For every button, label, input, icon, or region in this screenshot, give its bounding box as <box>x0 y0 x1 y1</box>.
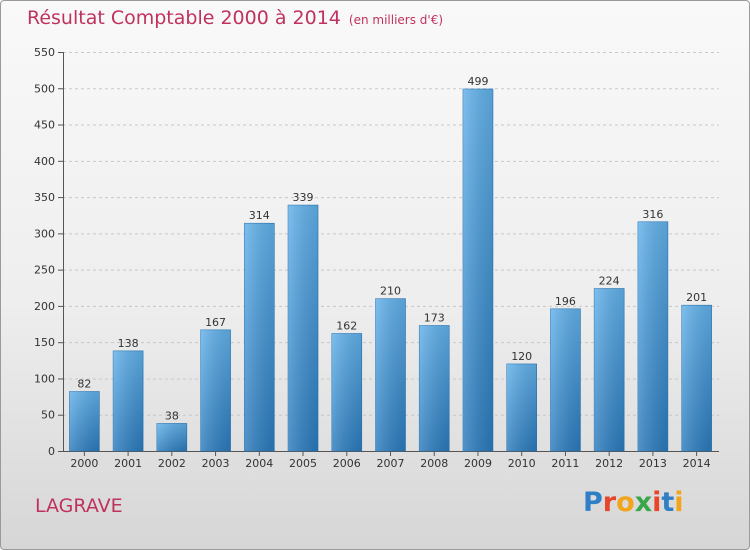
y-tick-label: 450 <box>34 119 55 132</box>
bar-shade-2014 <box>681 305 712 451</box>
data-label-2010: 120 <box>511 350 532 363</box>
data-label-2007: 210 <box>380 285 401 298</box>
x-tick-label-2003: 2003 <box>202 457 230 470</box>
data-label-2008: 173 <box>424 311 445 324</box>
axes: 0 50 100 150 200 250 300 350 400 450 500 550 2000 200… <box>34 46 719 470</box>
x-tick-label-2006: 2006 <box>333 457 361 470</box>
data-label-2013: 316 <box>642 208 663 221</box>
bar-shade-2005 <box>288 205 319 451</box>
x-tick-label-2000: 2000 <box>70 457 98 470</box>
x-tick-label-2011: 2011 <box>551 457 579 470</box>
logo-letter: i <box>674 487 684 518</box>
data-label-2011: 196 <box>555 295 576 308</box>
x-tick-label-2012: 2012 <box>595 457 623 470</box>
bar-shade-2008 <box>419 325 450 451</box>
logo-letter: P <box>583 487 603 518</box>
y-tick-label: 400 <box>34 155 55 168</box>
data-label-2009: 499 <box>467 75 488 88</box>
bar-shade-2011 <box>550 308 581 451</box>
bar-shade-2004 <box>244 223 275 451</box>
bars <box>69 88 712 452</box>
chart-subtitle: (en milliers d'€) <box>348 13 444 27</box>
y-tick-label: 0 <box>48 445 55 458</box>
data-label-2014: 201 <box>686 291 707 304</box>
x-tick-label-2004: 2004 <box>245 457 273 470</box>
x-tick-label-2007: 2007 <box>377 457 405 470</box>
bar-shade-2009 <box>462 88 493 452</box>
bar-shade-2003 <box>200 329 231 451</box>
chart-title-text: Résultat Comptable 2000 à 2014 <box>27 7 341 29</box>
y-tick-label: 350 <box>34 191 55 204</box>
y-tick-label: 50 <box>41 409 55 422</box>
bar-shade-2007 <box>375 298 406 451</box>
proxiti-logo: Proxiti <box>583 487 684 518</box>
x-tick-label-2010: 2010 <box>508 457 536 470</box>
x-tick-label-2005: 2005 <box>289 457 317 470</box>
bar-shade-2006 <box>331 333 362 451</box>
y-tick-label: 250 <box>34 264 55 277</box>
x-tick-label-2001: 2001 <box>114 457 142 470</box>
bar-shade-2010 <box>506 363 537 451</box>
data-label-2006: 162 <box>336 319 357 332</box>
x-tick-label-2013: 2013 <box>639 457 667 470</box>
bar-shade-2002 <box>156 423 187 451</box>
data-labels: 82 138 38 167 314 339 162 210 173 499 120 196 224 316… <box>77 75 707 422</box>
y-tick-label: 200 <box>34 300 55 313</box>
logo-letter: o <box>616 487 635 518</box>
chart-title: Résultat Comptable 2000 à 2014 (en millie… <box>27 7 443 29</box>
logo-letter: i <box>652 487 662 518</box>
data-label-2003: 167 <box>205 316 226 329</box>
data-label-2000: 82 <box>77 378 91 391</box>
y-tick-label: 300 <box>34 227 55 240</box>
x-tick-label-2008: 2008 <box>420 457 448 470</box>
bar-shade-2012 <box>594 288 625 451</box>
bar-shade-2013 <box>637 221 668 451</box>
data-label-2001: 138 <box>118 337 139 350</box>
logo-letter: t <box>661 487 675 518</box>
x-tick-label-2002: 2002 <box>158 457 186 470</box>
x-tick-label-2009: 2009 <box>464 457 492 470</box>
data-label-2005: 339 <box>293 191 314 204</box>
logo-letter: r <box>602 487 617 518</box>
bar-shade-2001 <box>113 350 144 451</box>
data-label-2004: 314 <box>249 209 270 222</box>
y-tick-label: 500 <box>34 82 55 95</box>
y-tick-label: 100 <box>34 372 55 385</box>
x-tick-label-2014: 2014 <box>683 457 711 470</box>
y-tick-label: 550 <box>34 46 55 59</box>
bar-shade-2000 <box>69 391 100 451</box>
y-tick-label: 150 <box>34 336 55 349</box>
data-label-2012: 224 <box>599 274 620 287</box>
logo-letter: x <box>634 487 653 518</box>
data-label-2002: 38 <box>165 409 179 422</box>
commune-name: LAGRAVE <box>35 495 123 517</box>
